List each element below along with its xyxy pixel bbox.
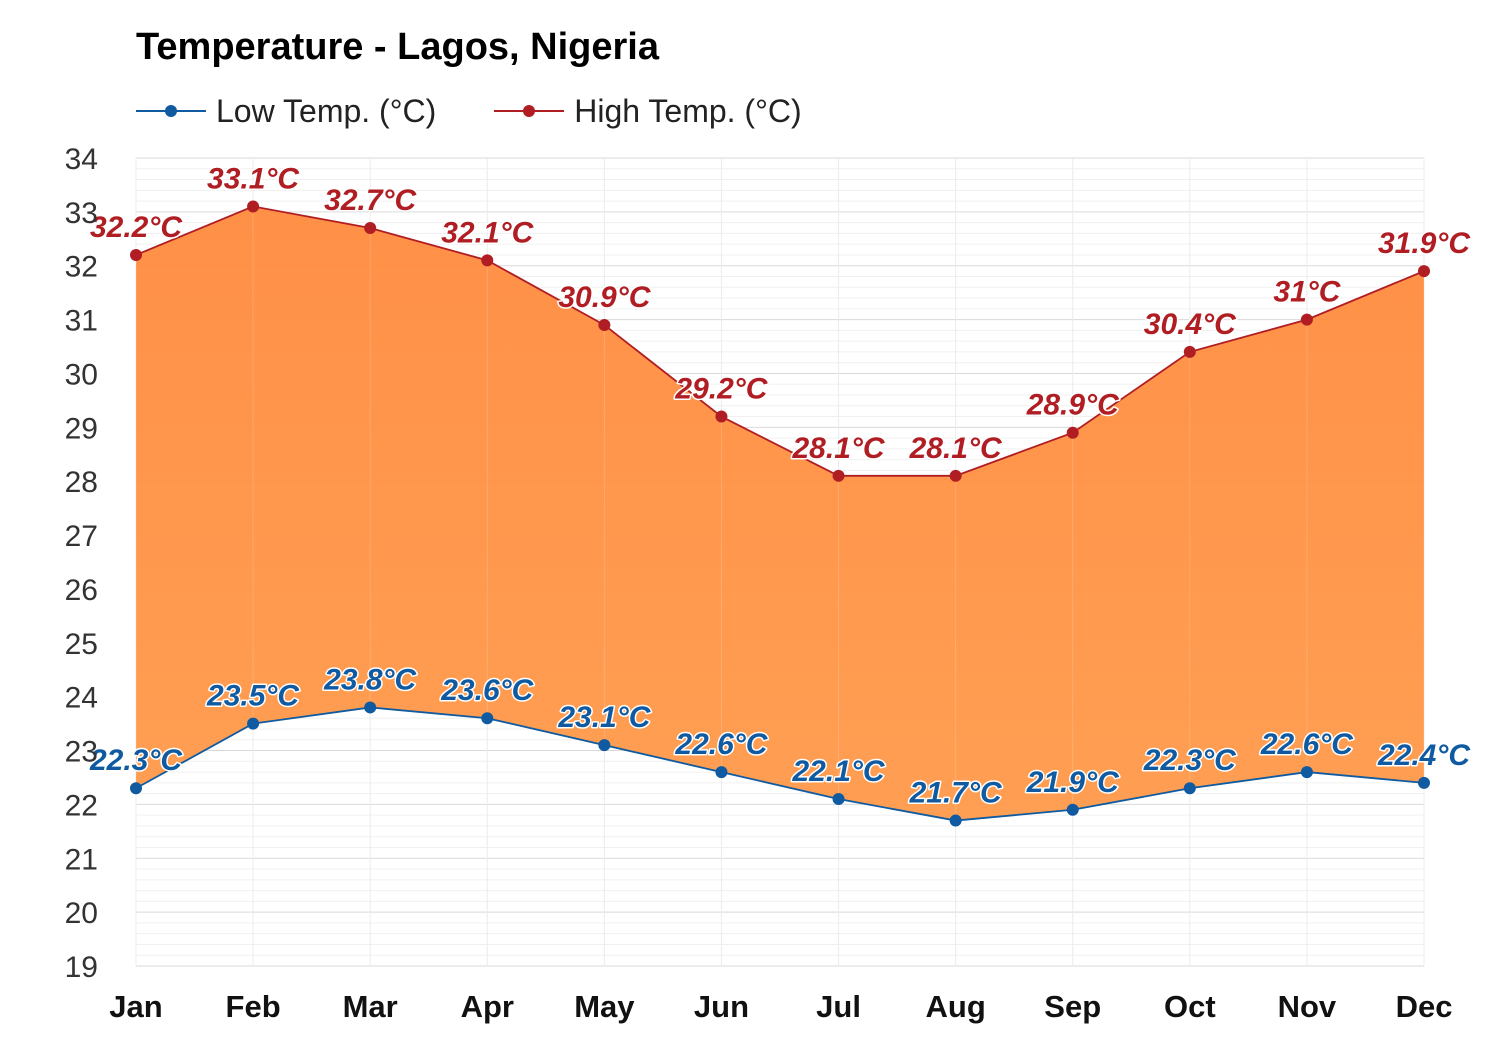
legend: Low Temp. (°C) High Temp. (°C) (136, 88, 860, 134)
data-point-high[interactable] (364, 222, 377, 235)
data-point-low[interactable] (715, 766, 728, 779)
label-layer: 22.3°C 23.5°C 23.8°C 23.6°C 23.1°C 22.6°C 22.1… (87, 161, 1472, 811)
x-tick-label: Apr (461, 989, 514, 1024)
data-label-low: 21.7°C (909, 777, 1003, 810)
x-tick-label: Oct (1164, 989, 1216, 1024)
data-label-high: 32.2°C (90, 211, 183, 244)
data-point-high[interactable] (1066, 426, 1079, 439)
data-point-low[interactable] (130, 782, 142, 795)
data-point-high[interactable] (949, 469, 962, 482)
y-tick-label: 26 (65, 574, 98, 607)
data-point-high[interactable] (1300, 313, 1313, 326)
chart-title: Temperature - Lagos, Nigeria (136, 26, 659, 68)
y-tick-label: 23 (65, 736, 98, 769)
x-tick-label: Sep (1044, 989, 1101, 1024)
x-tick-label: Jul (816, 989, 861, 1024)
data-label-low: 21.9°C (1026, 766, 1120, 799)
data-label-low: 22.1°C (792, 755, 886, 788)
data-label-low: 23.5°C (206, 680, 300, 713)
y-tick-label: 21 (65, 843, 98, 876)
data-point-high[interactable] (715, 410, 728, 423)
x-tick-label: Aug (926, 989, 986, 1024)
y-tick-label: 24 (65, 682, 98, 715)
y-tick-label: 29 (65, 412, 98, 445)
x-tick-label: Jun (694, 989, 749, 1024)
data-point-low[interactable] (247, 717, 260, 730)
x-tick-label: Jan (109, 989, 162, 1024)
data-point-low[interactable] (1183, 782, 1196, 795)
series-line-low (135, 706, 1425, 822)
area-layer (135, 206, 1425, 821)
legend-marker-high-icon (494, 105, 565, 117)
y-tick-label: 33 (65, 197, 98, 230)
legend-item-low[interactable]: Low Temp. (°C) (136, 93, 436, 130)
data-label-low: 22.6°C (674, 728, 768, 761)
x-tick-label: Feb (226, 989, 281, 1024)
data-label-low: 22.6°C (1260, 728, 1354, 761)
data-label-low: 23.6°C (440, 674, 534, 707)
data-point-high[interactable] (130, 248, 142, 261)
data-point-low[interactable] (481, 712, 494, 725)
legend-marker-low-icon (136, 105, 206, 117)
x-tick-label: Mar (343, 989, 398, 1024)
data-label-low: 23.1°C (557, 701, 651, 734)
data-point-high[interactable] (832, 469, 845, 482)
data-point-low[interactable] (598, 739, 611, 752)
data-point-low[interactable] (1066, 803, 1079, 816)
data-label-high: 31.9°C (1378, 227, 1471, 260)
data-point-low[interactable] (364, 701, 377, 714)
legend-item-high[interactable]: High Temp. (°C) (494, 92, 802, 130)
point-layer (130, 200, 1430, 827)
legend-label-low: Low Temp. (°C) (216, 92, 437, 129)
data-label-high: 28.1°C (792, 432, 886, 465)
data-label-low: 23.8°C (323, 663, 417, 696)
data-point-high[interactable] (598, 318, 611, 331)
y-tick-label: 25 (65, 628, 98, 661)
y-tick-label: 20 (65, 897, 98, 930)
x-tick-label: Dec (1396, 989, 1453, 1024)
series-line-high (135, 205, 1425, 477)
temperature-range-area (136, 206, 1424, 821)
data-label-low: 22.3°C (89, 744, 183, 777)
data-point-high[interactable] (1418, 265, 1430, 278)
data-label-high: 30.9°C (558, 281, 651, 314)
data-label-low: 22.4°C (1377, 739, 1471, 772)
y-tick-label: 22 (65, 789, 98, 822)
data-label-low: 22.3°C (1143, 744, 1237, 777)
data-label-high: 32.7°C (324, 184, 417, 217)
data-point-high[interactable] (1183, 345, 1196, 358)
data-point-high[interactable] (247, 200, 260, 213)
data-point-low[interactable] (1300, 766, 1313, 779)
data-label-high: 33.1°C (207, 162, 300, 195)
y-tick-label: 28 (65, 466, 98, 499)
data-label-high: 32.1°C (441, 216, 534, 249)
data-point-high[interactable] (481, 254, 494, 267)
y-tick-label: 30 (65, 358, 98, 391)
data-label-high: 31°C (1273, 276, 1341, 309)
data-label-high: 28.9°C (1026, 389, 1120, 422)
data-label-high: 28.1°C (909, 432, 1003, 465)
y-tick-label: 31 (65, 305, 98, 338)
data-label-high: 30.4°C (1144, 308, 1237, 341)
x-tick-label: May (574, 989, 635, 1024)
y-tick-label: 32 (65, 251, 98, 284)
data-label-high: 29.2°C (674, 373, 768, 406)
legend-label-high: High Temp. (°C) (574, 92, 802, 129)
y-tick-label: 34 (65, 143, 98, 176)
data-point-low[interactable] (949, 814, 962, 827)
axis-layer: 19 20 21 22 23 24 25 26 27 28 29 30 31 32 33 34 Jan Feb Ma… (65, 143, 1453, 1024)
line-layer (135, 205, 1425, 822)
data-point-low[interactable] (1418, 776, 1430, 789)
y-tick-label: 27 (65, 520, 98, 553)
y-tick-label: 19 (65, 951, 98, 984)
x-tick-label: Nov (1278, 989, 1337, 1024)
data-point-low[interactable] (832, 793, 845, 806)
